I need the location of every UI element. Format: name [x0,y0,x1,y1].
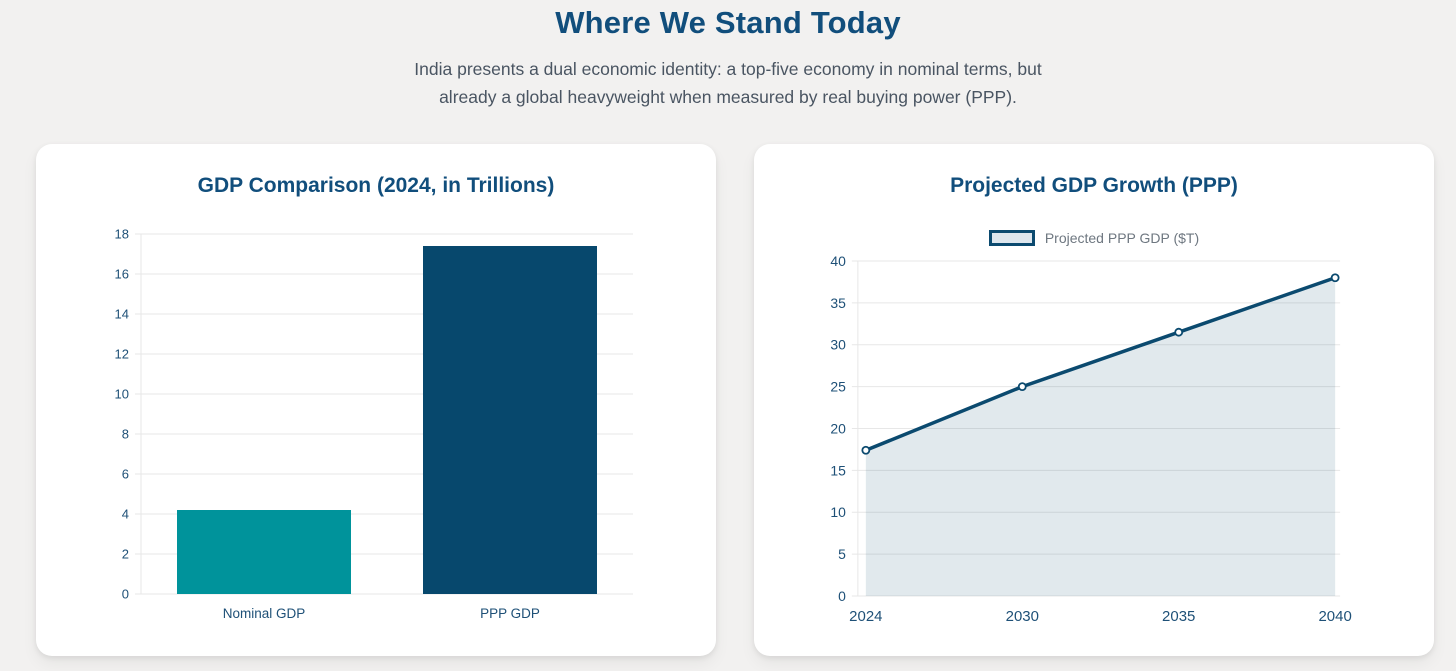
svg-text:2: 2 [122,547,129,562]
svg-text:2040: 2040 [1319,608,1352,625]
gdp-comparison-card: GDP Comparison (2024, in Trillions) 0 2 4 6… [36,144,716,656]
svg-text:14: 14 [115,307,129,322]
svg-text:0: 0 [838,588,846,604]
svg-text:20: 20 [830,420,846,436]
svg-text:8: 8 [122,427,129,442]
svg-text:18: 18 [115,227,129,242]
page-header: Where We Stand Today India presents a du… [0,0,1456,111]
page-subtitle-line-1: India presents a dual economic identity:… [414,59,1042,79]
charts-row: GDP Comparison (2024, in Trillions) 0 2 4 6… [0,144,1456,656]
ppp-projection-card: Projected GDP Growth (PPP) Projected PPP… [754,144,1434,656]
legend-swatch [988,230,1035,246]
svg-text:40: 40 [830,253,846,269]
gdp-comparison-bar-chart: 0 2 4 6 8 10 12 14 16 18 Nominal GDP PPP GDP [115,227,633,621]
svg-text:4: 4 [122,507,129,522]
chart-legend[interactable]: Projected PPP GDP ($T) [754,230,1434,246]
legend-label: Projected PPP GDP ($T) [1044,230,1200,246]
svg-text:35: 35 [830,295,846,311]
svg-text:25: 25 [830,379,846,395]
page-subtitle-line-2: already a global heavyweight when measur… [439,87,1017,107]
page-title: Where We Stand Today [555,5,901,40]
svg-text:2024: 2024 [849,608,882,625]
ppp-projection-area-chart: 0 5 10 15 20 25 30 35 40 2024 2030 2035 2040 [830,253,1352,625]
svg-text:5: 5 [838,546,846,562]
svg-text:15: 15 [830,462,846,478]
svg-text:6: 6 [122,467,129,482]
page-subtitle: India presents a dual economic identity:… [0,55,1456,111]
gdp-comparison-chart-title: GDP Comparison (2024, in Trillions) [197,174,555,197]
svg-text:12: 12 [115,347,129,362]
svg-text:2035: 2035 [1162,608,1195,625]
svg-text:PPP GDP: PPP GDP [480,606,540,621]
svg-text:16: 16 [115,267,129,282]
svg-text:2030: 2030 [1006,608,1039,625]
svg-text:30: 30 [830,337,846,353]
svg-text:Nominal GDP: Nominal GDP [223,606,306,621]
svg-text:10: 10 [830,504,846,520]
svg-text:10: 10 [115,387,129,402]
svg-text:0: 0 [122,587,129,602]
ppp-projection-chart-title: Projected GDP Growth (PPP) [950,174,1238,197]
